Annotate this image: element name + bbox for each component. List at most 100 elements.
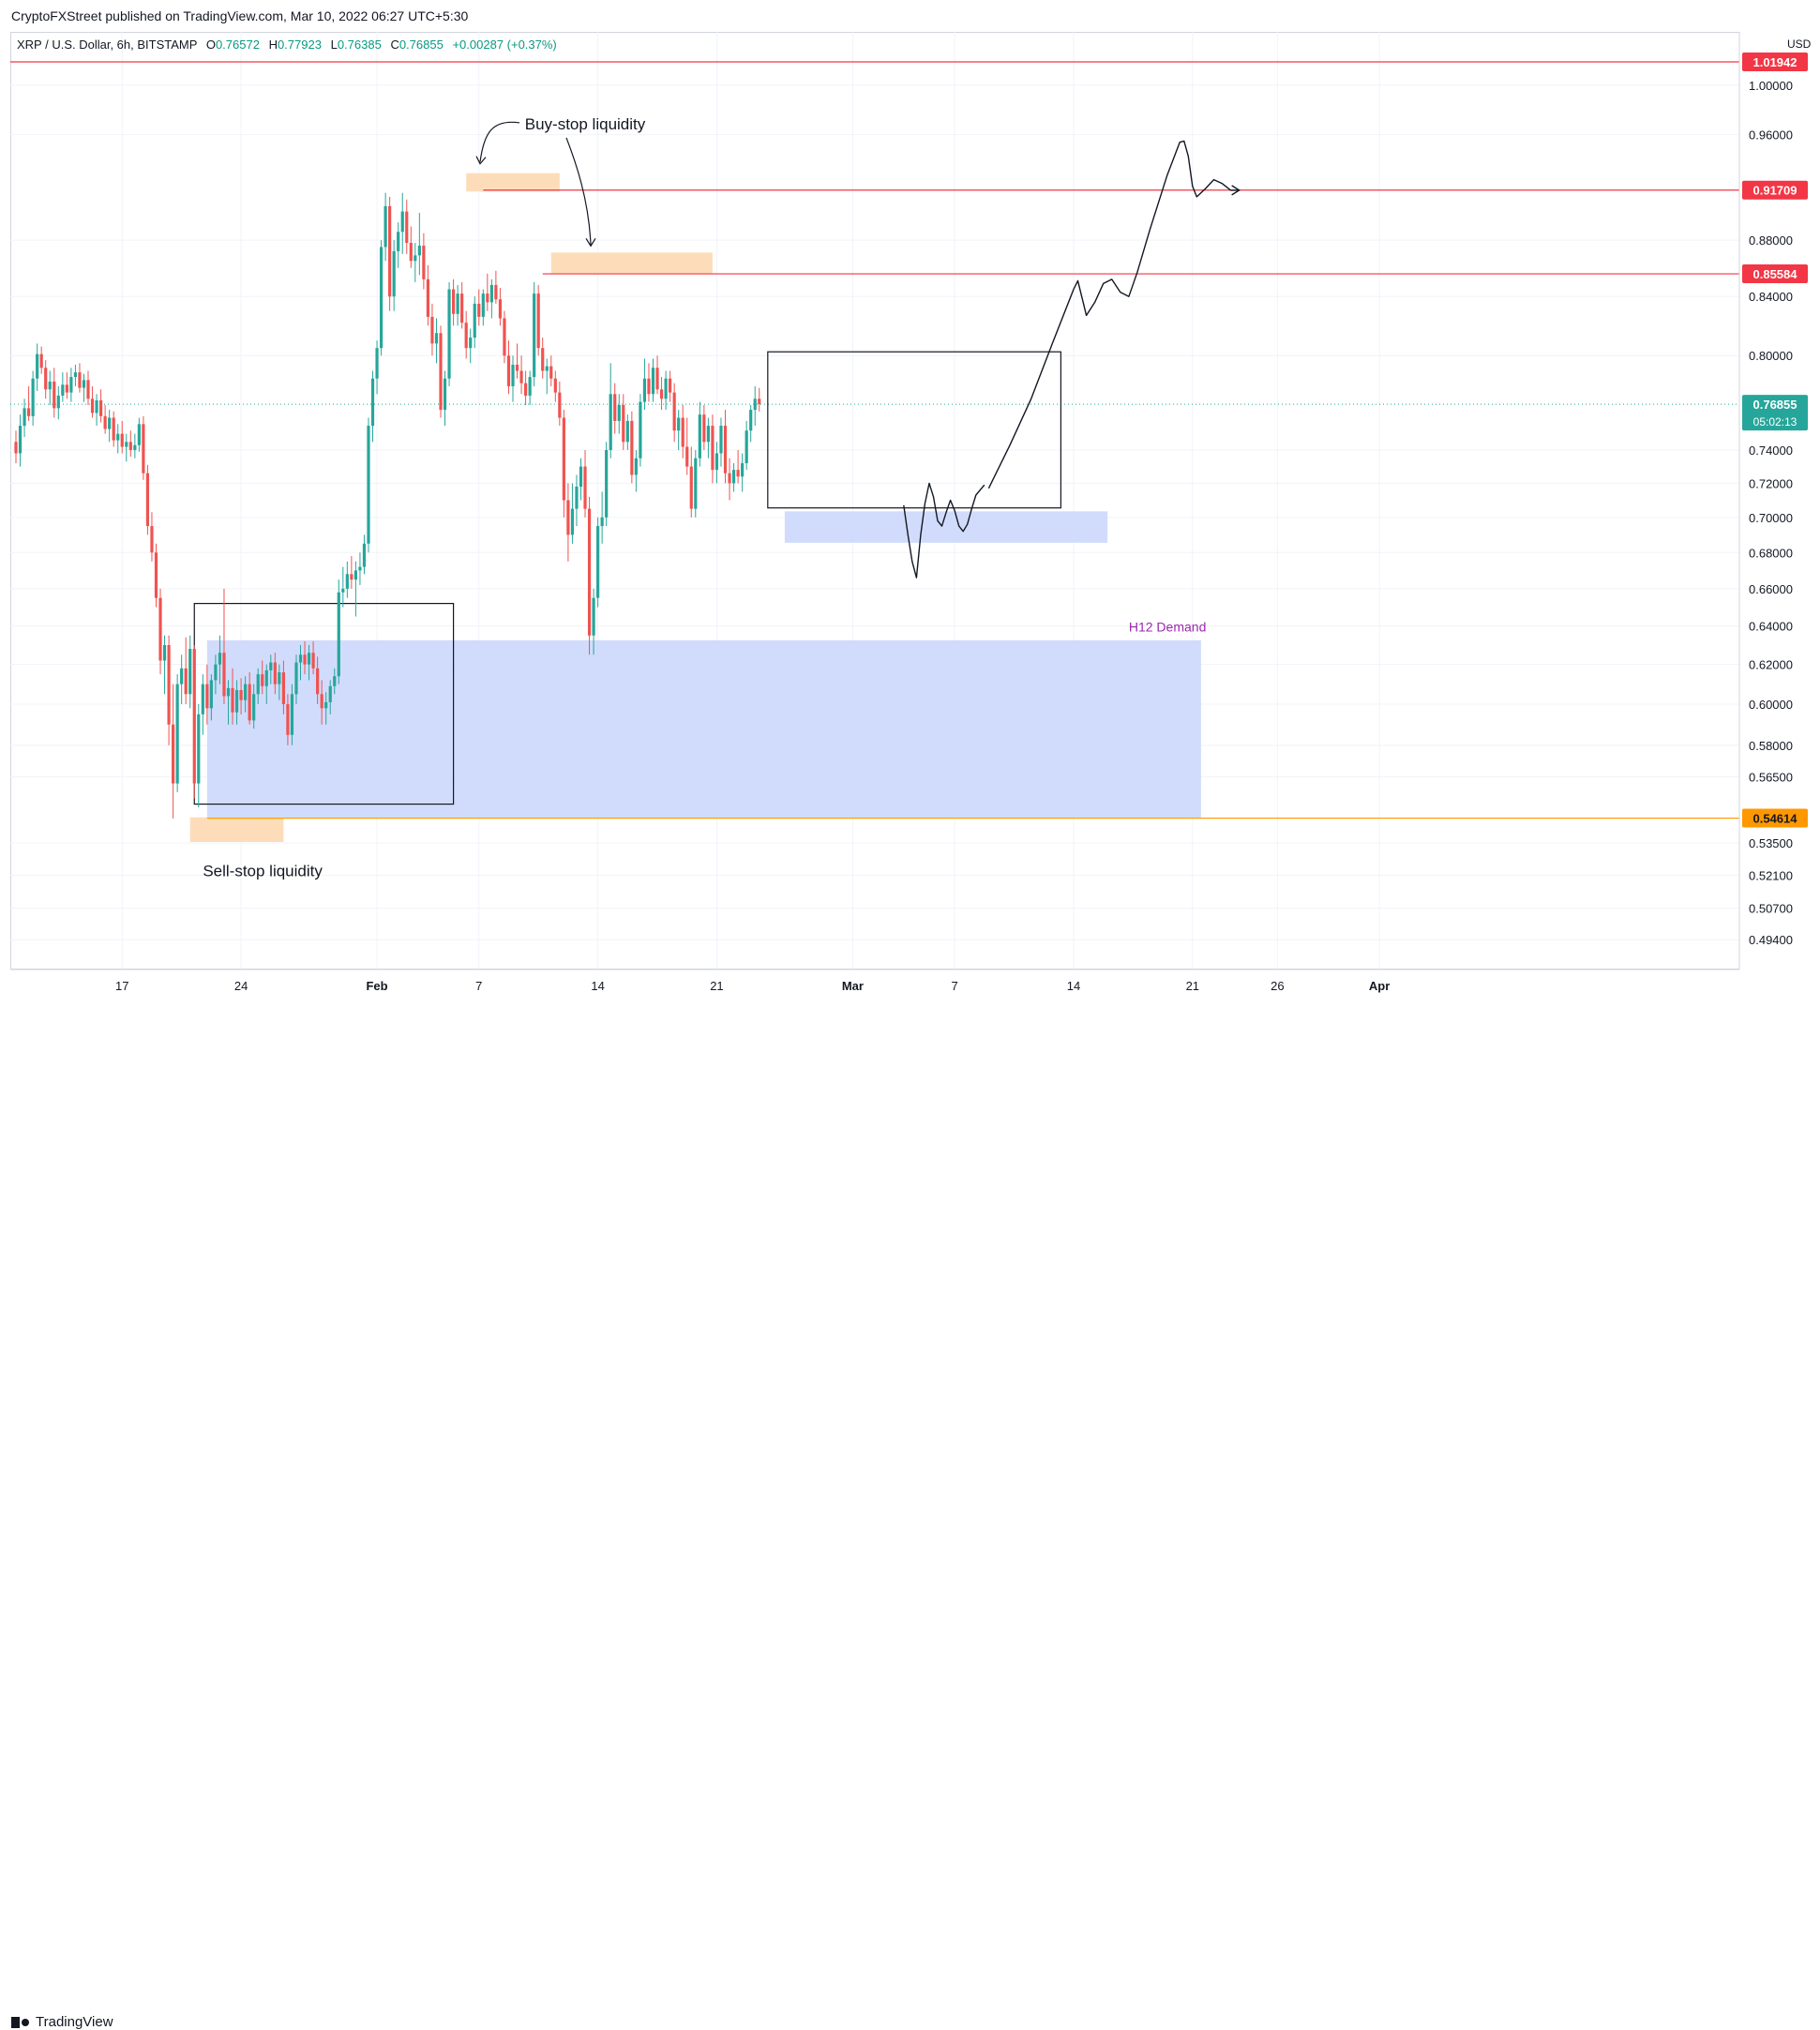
candle-body (400, 211, 404, 233)
candle-body (188, 649, 192, 695)
candle-down (553, 370, 557, 402)
price-level-tag: 0.85584 (1742, 264, 1808, 284)
candle-up (400, 192, 404, 254)
price-level-tag: 1.01942 (1742, 53, 1808, 72)
buy-stop-arrow-right (565, 137, 592, 246)
candle-body (477, 303, 481, 317)
y-tick-label: 0.88000 (1749, 233, 1793, 248)
candle-body (128, 442, 132, 450)
price-tag-background (1742, 264, 1808, 284)
candle-down (248, 672, 251, 725)
low-value: 0.76385 (337, 38, 382, 52)
brand-label: TradingView (36, 2014, 113, 2030)
candle-body (379, 247, 384, 349)
candle-body (515, 364, 519, 371)
candle-body (600, 517, 604, 527)
candle-up (61, 372, 65, 402)
candle-body (711, 426, 714, 471)
candle-body (197, 714, 201, 784)
candle-down (647, 363, 651, 402)
candle-body (634, 458, 638, 475)
candle-body (677, 417, 681, 431)
candle-body (294, 662, 298, 695)
candle-body (536, 293, 540, 349)
demand-zone (206, 639, 1201, 819)
candle-down (167, 635, 171, 745)
y-tick-label: 0.66000 (1749, 582, 1793, 596)
candle-down (477, 289, 481, 326)
y-tick-label: 0.58000 (1749, 739, 1793, 753)
candle-body (694, 458, 698, 509)
y-tick-label: 0.72000 (1749, 476, 1793, 490)
candle-body (397, 232, 400, 251)
candle-up (489, 278, 493, 319)
candle-down (451, 278, 456, 326)
candle-up (575, 474, 579, 527)
close-value: 0.76855 (399, 38, 444, 52)
y-tick-label: 0.62000 (1749, 658, 1793, 672)
candle-down (184, 637, 188, 705)
candle-down (145, 464, 150, 535)
candle-body (506, 355, 511, 386)
candle-down (689, 446, 693, 518)
candle-body (145, 473, 150, 527)
candle-body (175, 684, 179, 784)
y-tick-label: 0.49400 (1749, 933, 1793, 947)
candle-body (430, 316, 434, 344)
candle-body (264, 669, 268, 686)
candle-down (222, 588, 226, 705)
candle-up (82, 373, 86, 402)
candle-down (239, 678, 243, 714)
candle-body (736, 470, 740, 477)
candle-down (14, 430, 18, 464)
candle-body (524, 383, 528, 396)
y-tick-label: 0.68000 (1749, 546, 1793, 560)
candle-body (392, 250, 396, 297)
candle-body (256, 674, 260, 695)
candle-body (422, 245, 426, 279)
publisher-bar: CryptoFXStreet published on TradingView.… (0, 0, 1820, 32)
candle-body (489, 284, 493, 303)
price-chart[interactable]: Buy-stop liquidity Sell-stop liquidity H12… (0, 0, 1820, 1035)
x-tick-label: 17 (115, 979, 128, 993)
candle-up (48, 370, 52, 405)
candle-up (745, 420, 748, 471)
candle-body (345, 574, 349, 589)
candle-body (69, 377, 73, 393)
candle-body (290, 694, 294, 735)
candle-body (273, 662, 277, 684)
candle-body (533, 293, 536, 378)
candle-body (681, 417, 684, 447)
tradingview-logo[interactable]: TradingView (11, 2014, 113, 2030)
candle-body (353, 570, 357, 580)
open-value: 0.76572 (215, 38, 260, 52)
candle-up (651, 358, 655, 402)
candle-up (642, 358, 647, 411)
price-tag-label: 0.54614 (1753, 812, 1798, 826)
candle-body (281, 672, 285, 705)
bar-countdown-label: 05:02:13 (1753, 415, 1797, 429)
candle-body (239, 690, 243, 700)
candle-up (639, 394, 642, 467)
candle-up (741, 453, 745, 492)
candle-down (286, 694, 290, 745)
candle-body (719, 426, 723, 454)
candle-down (388, 196, 392, 311)
candle-body (685, 446, 689, 467)
candle-body (617, 404, 621, 421)
candle-up (201, 674, 204, 735)
candle-up (617, 394, 621, 434)
candle-body (375, 348, 379, 379)
candle-body (358, 566, 362, 571)
candle-up (677, 410, 681, 450)
candle-body (370, 378, 375, 427)
publisher-line: CryptoFXStreet published on TradingView.… (11, 8, 469, 23)
y-tick-label: 0.64000 (1749, 620, 1793, 634)
candle-body (214, 664, 218, 681)
symbol-name[interactable]: XRP / U.S. Dollar, 6h, BITSTAMP (17, 38, 198, 52)
candle-up (162, 635, 167, 695)
candle-body (350, 574, 353, 580)
x-tick-label: 14 (1067, 979, 1080, 993)
candle-up (18, 414, 23, 467)
liquidity-zone (550, 252, 713, 275)
